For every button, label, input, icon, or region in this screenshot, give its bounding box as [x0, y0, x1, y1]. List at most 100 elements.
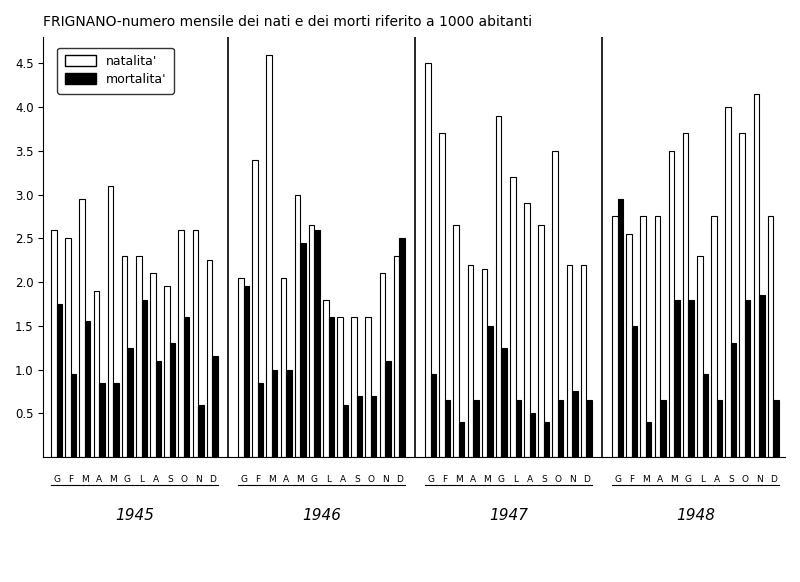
Text: N: N	[569, 474, 575, 484]
Bar	[524, 203, 530, 457]
Bar	[164, 286, 170, 457]
Bar	[71, 374, 76, 457]
Text: G: G	[311, 474, 318, 484]
Bar	[357, 396, 362, 457]
Text: F: F	[68, 474, 74, 484]
Bar	[586, 400, 592, 457]
Text: S: S	[354, 474, 360, 484]
Text: FRIGNANO-numero mensile dei nati e dei morti riferito a 1000 abitanti: FRIGNANO-numero mensile dei nati e dei m…	[43, 15, 533, 29]
Bar	[425, 63, 430, 457]
Bar	[702, 374, 708, 457]
Bar	[252, 159, 258, 457]
Text: A: A	[526, 474, 533, 484]
Bar	[272, 370, 278, 457]
Bar	[329, 317, 334, 457]
Text: M: M	[81, 474, 89, 484]
Text: O: O	[554, 474, 562, 484]
Bar	[366, 317, 371, 457]
Bar	[697, 256, 702, 457]
Bar	[654, 217, 660, 457]
Bar	[626, 234, 632, 457]
Text: S: S	[728, 474, 734, 484]
Bar	[99, 383, 105, 457]
Bar	[612, 217, 618, 457]
Bar	[759, 295, 765, 457]
Text: O: O	[742, 474, 749, 484]
Bar	[142, 300, 147, 457]
Text: G: G	[240, 474, 247, 484]
Bar	[774, 400, 778, 457]
Bar	[530, 413, 535, 457]
Text: G: G	[614, 474, 621, 484]
Bar	[487, 326, 493, 457]
Text: D: D	[209, 474, 216, 484]
Bar	[454, 225, 459, 457]
Bar	[309, 225, 314, 457]
Bar	[745, 300, 750, 457]
Bar	[473, 400, 478, 457]
Bar	[294, 194, 300, 457]
Bar	[646, 422, 651, 457]
Text: S: S	[167, 474, 173, 484]
Text: N: N	[382, 474, 389, 484]
Text: A: A	[283, 474, 289, 484]
Bar	[544, 422, 550, 457]
Bar	[127, 347, 133, 457]
Bar	[108, 186, 114, 457]
Bar	[496, 116, 502, 457]
Bar	[739, 133, 745, 457]
Bar	[371, 396, 377, 457]
Text: L: L	[326, 474, 331, 484]
Bar	[430, 374, 436, 457]
Text: O: O	[181, 474, 187, 484]
Bar	[380, 274, 385, 457]
Bar	[136, 256, 142, 457]
Bar	[399, 239, 405, 457]
Bar	[85, 321, 90, 457]
Text: 1945: 1945	[115, 508, 154, 523]
Bar	[572, 392, 578, 457]
Bar	[730, 343, 736, 457]
Bar	[510, 177, 515, 457]
Text: F: F	[255, 474, 260, 484]
Bar	[467, 265, 473, 457]
Bar	[66, 239, 71, 457]
Bar	[150, 274, 156, 457]
Text: M: M	[296, 474, 304, 484]
Bar	[669, 151, 674, 457]
Text: S: S	[541, 474, 546, 484]
Bar	[632, 326, 638, 457]
Text: O: O	[367, 474, 374, 484]
Text: M: M	[670, 474, 678, 484]
Text: L: L	[139, 474, 144, 484]
Text: D: D	[396, 474, 402, 484]
Bar	[342, 404, 348, 457]
Bar	[198, 404, 204, 457]
Bar	[184, 317, 190, 457]
Bar	[683, 133, 688, 457]
Text: A: A	[470, 474, 476, 484]
Text: N: N	[756, 474, 762, 484]
Bar	[566, 265, 572, 457]
Bar	[581, 265, 586, 457]
Bar	[266, 55, 272, 457]
Text: L: L	[513, 474, 518, 484]
Bar	[178, 230, 184, 457]
Legend: natalita', mortalita': natalita', mortalita'	[57, 48, 174, 94]
Bar	[502, 347, 507, 457]
Text: A: A	[153, 474, 158, 484]
Text: M: M	[110, 474, 117, 484]
Bar	[114, 383, 118, 457]
Bar	[258, 383, 263, 457]
Bar	[337, 317, 342, 457]
Bar	[314, 230, 320, 457]
Bar	[286, 370, 292, 457]
Text: A: A	[657, 474, 663, 484]
Text: M: M	[455, 474, 463, 484]
Bar	[726, 107, 730, 457]
Bar	[674, 300, 680, 457]
Text: L: L	[700, 474, 705, 484]
Bar	[660, 400, 666, 457]
Bar	[459, 422, 465, 457]
Text: A: A	[714, 474, 720, 484]
